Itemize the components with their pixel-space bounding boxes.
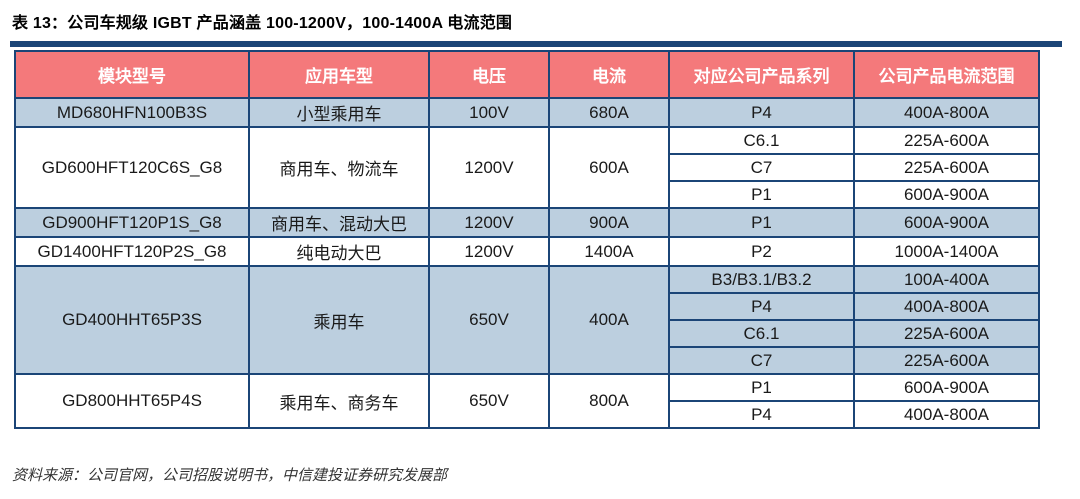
product-series-cell: C7 bbox=[668, 153, 855, 182]
voltage-cell: 1200V bbox=[428, 236, 550, 267]
current-range-cell: 600A-900A bbox=[853, 207, 1040, 238]
module-cell: GD800HHT65P4S bbox=[14, 373, 250, 429]
table-row: P1 600A-900A bbox=[15, 180, 1040, 209]
module-cell: GD400HHT65P3S bbox=[14, 265, 250, 375]
product-series-cell: B3/B3.1/B3.2 bbox=[668, 265, 855, 294]
table-row: C6.1 225A-600A bbox=[15, 319, 1040, 348]
table-title: 表 13：公司车规级 IGBT 产品涵盖 100-1200V，100-1400A… bbox=[12, 15, 513, 32]
table-row: P4 400A-800A bbox=[15, 292, 1040, 321]
column-header: 公司产品电流范围 bbox=[853, 50, 1040, 99]
title-divider-rule bbox=[10, 41, 1062, 47]
igbt-product-table: 模块型号 应用车型 电压 电流 对应公司产品系列 公司产品电流范围 MD680HFN100… bbox=[14, 50, 1040, 429]
module-cell: GD900HFT120P1S_G8 bbox=[14, 207, 250, 238]
module-cell: GD600HFT120C6S_G8 bbox=[14, 126, 250, 209]
current-range-cell: 225A-600A bbox=[853, 126, 1040, 155]
product-series-cell: P2 bbox=[668, 236, 855, 267]
current-range-cell: 225A-600A bbox=[853, 346, 1040, 375]
table-row: MD680HFN100B3S 小型乘用车 100V 680A P4 400A-800A bbox=[14, 97, 1040, 128]
table-row: GD1400HFT120P2S_G8 纯电动大巴 1200V 1400A P2 1000A… bbox=[14, 236, 1040, 267]
table-row: GD800HHT65P4S 乘用车、商务车 650V 800A P1 600A-900A bbox=[14, 373, 1040, 429]
voltage-cell: 650V bbox=[428, 373, 550, 429]
product-series-cell: P1 bbox=[668, 180, 855, 209]
table-header-row: 模块型号 应用车型 电压 电流 对应公司产品系列 公司产品电流范围 bbox=[14, 50, 1040, 99]
column-header: 应用车型 bbox=[248, 50, 430, 99]
product-series-cell: C6.1 bbox=[668, 319, 855, 348]
current-range-cell: 400A-800A bbox=[853, 292, 1040, 321]
table-row: GD600HFT120C6S_G8 商用车、物流车 1200V 600A C6.1 225… bbox=[14, 126, 1040, 209]
table-row: GD900HFT120P1S_G8 商用车、混动大巴 1200V 900A P1 600A… bbox=[14, 207, 1040, 238]
product-series-cell: C6.1 bbox=[668, 126, 855, 155]
source-note: 资料来源：公司官网，公司招股说明书，中信建投证券研究发展部 bbox=[12, 468, 448, 484]
table-body: MD680HFN100B3S 小型乘用车 100V 680A P4 400A-800A GD… bbox=[14, 97, 1040, 429]
current-cell: 400A bbox=[548, 265, 670, 375]
current-range-cell: 600A-900A bbox=[853, 373, 1040, 402]
current-cell: 800A bbox=[548, 373, 670, 429]
table-row: C7 225A-600A bbox=[15, 346, 1040, 375]
current-cell: 680A bbox=[548, 97, 670, 128]
vehicle-type-cell: 小型乘用车 bbox=[248, 97, 430, 128]
table-row: C7 225A-600A bbox=[15, 153, 1040, 182]
current-range-cell: 225A-600A bbox=[853, 153, 1040, 182]
voltage-cell: 100V bbox=[428, 97, 550, 128]
product-series-cell: P4 bbox=[668, 97, 855, 128]
vehicle-type-cell: 乘用车 bbox=[248, 265, 430, 375]
header-row: 模块型号 应用车型 电压 电流 对应公司产品系列 公司产品电流范围 bbox=[14, 50, 1040, 99]
vehicle-type-cell: 商用车、物流车 bbox=[248, 126, 430, 209]
current-cell: 1400A bbox=[548, 236, 670, 267]
table-row: GD400HHT65P3S 乘用车 650V 400A B3/B3.1/B3.2 100A… bbox=[14, 265, 1040, 375]
column-header: 电流 bbox=[548, 50, 670, 99]
vehicle-type-cell: 乘用车、商务车 bbox=[248, 373, 430, 429]
product-series-cell: P1 bbox=[668, 373, 855, 402]
voltage-cell: 1200V bbox=[428, 126, 550, 209]
product-series-cell: P4 bbox=[668, 400, 855, 429]
current-range-cell: 400A-800A bbox=[853, 97, 1040, 128]
product-series-cell: P1 bbox=[668, 207, 855, 238]
voltage-cell: 650V bbox=[428, 265, 550, 375]
vehicle-type-cell: 纯电动大巴 bbox=[248, 236, 430, 267]
current-range-cell: 100A-400A bbox=[853, 265, 1040, 294]
current-range-cell: 225A-600A bbox=[853, 319, 1040, 348]
current-cell: 900A bbox=[548, 207, 670, 238]
current-cell: 600A bbox=[548, 126, 670, 209]
table-row: P4 400A-800A bbox=[15, 400, 1040, 429]
module-cell: GD1400HFT120P2S_G8 bbox=[14, 236, 250, 267]
voltage-cell: 1200V bbox=[428, 207, 550, 238]
current-range-cell: 1000A-1400A bbox=[853, 236, 1040, 267]
product-series-cell: C7 bbox=[668, 346, 855, 375]
vehicle-type-cell: 商用车、混动大巴 bbox=[248, 207, 430, 238]
current-range-cell: 600A-900A bbox=[853, 180, 1040, 209]
product-series-cell: P4 bbox=[668, 292, 855, 321]
column-header: 电压 bbox=[428, 50, 550, 99]
column-header: 对应公司产品系列 bbox=[668, 50, 855, 99]
current-range-cell: 400A-800A bbox=[853, 400, 1040, 429]
column-header: 模块型号 bbox=[14, 50, 250, 99]
module-cell: MD680HFN100B3S bbox=[14, 97, 250, 128]
